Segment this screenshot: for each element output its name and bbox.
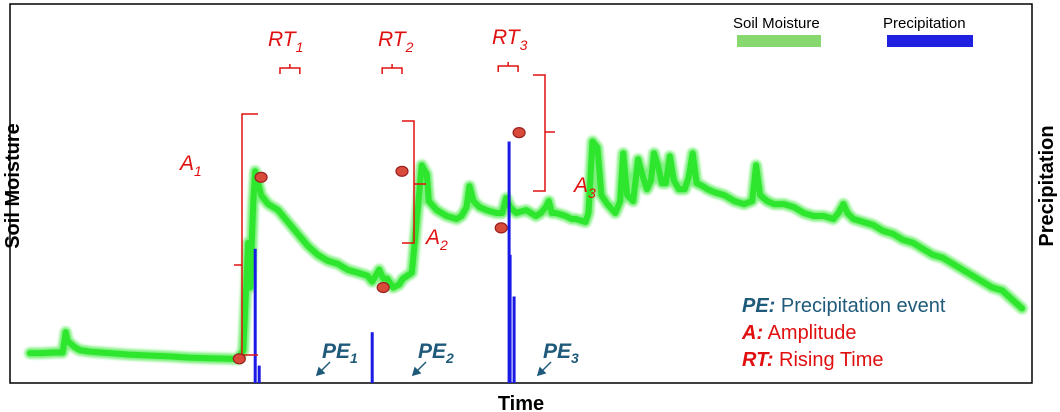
legend-label-precipitation: Precipitation [883,15,966,32]
annotation-key: PE: Precipitation event A: Amplitude RT:… [741,295,946,371]
rt1-label: RT1 [268,28,303,55]
a1-label: A1 [178,152,202,179]
pe2-arrowhead [411,366,422,377]
legend: Soil Moisture Precipitation [733,15,973,47]
plot-frame [9,3,1033,384]
rt1-bracket [279,64,301,74]
pe1-label: PE1 [322,340,358,366]
a3-bracket [533,74,555,192]
precipitation-bar-5 [508,254,512,383]
a2-bracket [402,120,426,244]
rt2-bracket [381,64,403,74]
legend-label-soil-moisture: Soil Moisture [733,15,820,32]
precipitation-series [253,141,516,383]
pe2-label: PE2 [418,340,454,366]
legend-swatch-precipitation [887,35,973,47]
precipitation-bar-6 [512,296,516,383]
pe-arrows [315,361,552,377]
a3-label: A3 [572,174,596,201]
key-rising-time: RT: Rising Time [742,349,884,371]
key-amplitude: A: Amplitude [741,322,857,344]
peak-marker-1 [232,353,246,365]
precipitation-bar-3 [370,332,374,383]
precipitation-bar-1 [253,248,257,383]
soil-moisture-series [24,136,1028,365]
soil-moisture-line [27,138,1025,363]
pe1-arrowhead [315,366,326,377]
peak-marker-4 [395,165,409,177]
peak-marker-3 [376,281,390,294]
rt3-bracket [497,62,519,72]
peak-marker-6 [512,127,526,139]
pe3-label: PE3 [543,340,579,366]
key-pe: PE: Precipitation event [742,295,946,317]
x-axis-title: Time [498,393,544,412]
legend-swatch-soil-moisture [737,35,821,47]
rt3-label: RT3 [492,26,528,53]
precipitation-bar-2 [257,365,261,383]
peak-marker-2 [254,171,268,183]
y2-axis-title: Precipitation [1036,125,1058,246]
a2-label: A2 [424,226,448,253]
peak-markers [232,127,526,365]
pe3-arrowhead [536,366,547,377]
peak-marker-5 [494,222,508,234]
rt2-label: RT2 [378,28,414,55]
y-axis-title: Soil Moisture [2,123,24,249]
